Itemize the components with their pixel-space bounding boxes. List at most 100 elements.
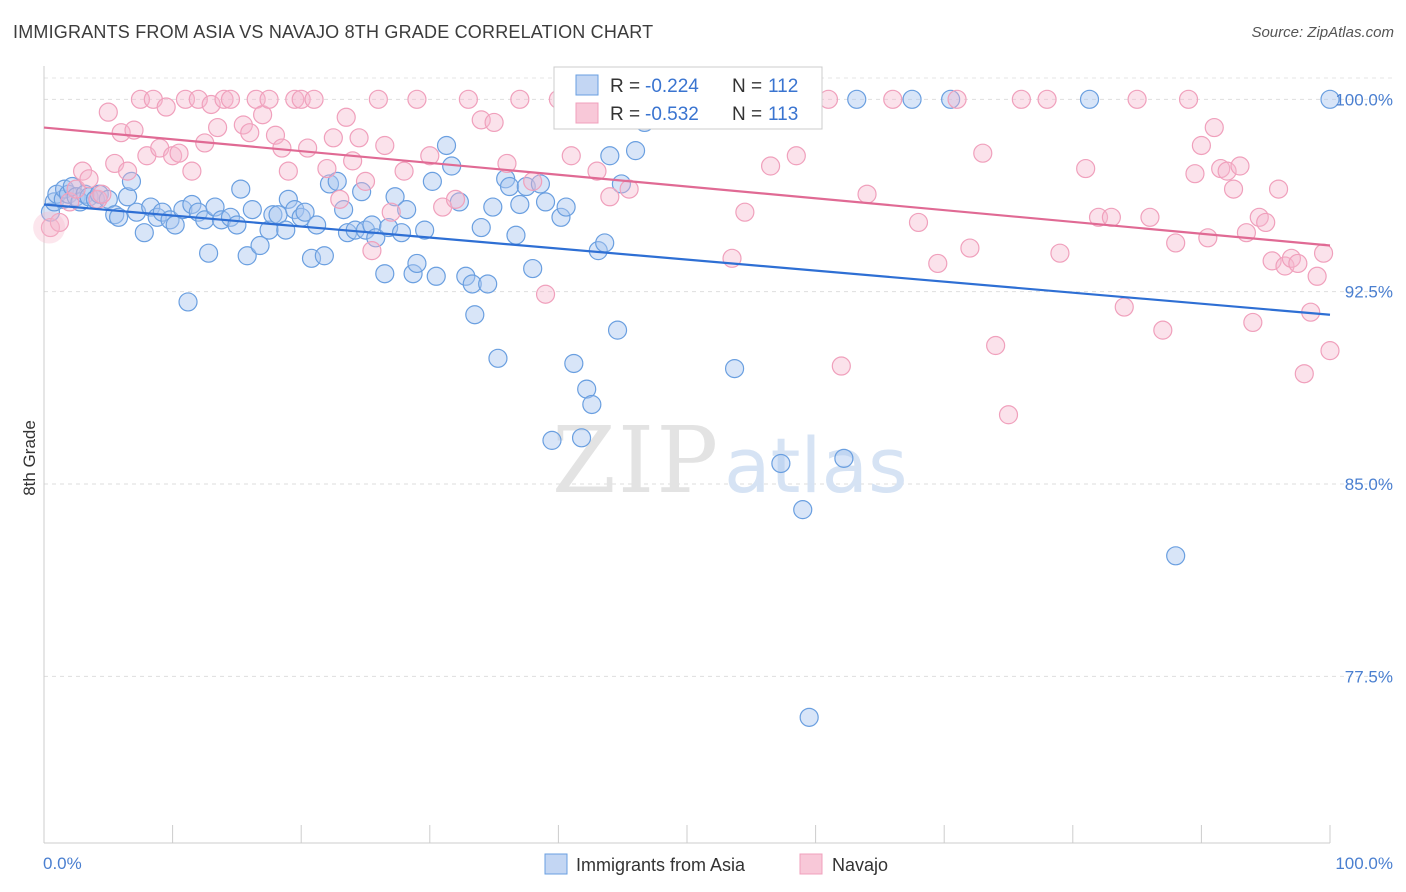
data-point-asia (902, 89, 922, 109)
data-point-asia (577, 379, 597, 399)
data-point-navajo (1223, 179, 1244, 199)
data-point-navajo (49, 212, 70, 233)
data-point-asia (199, 243, 219, 263)
data-point-asia (121, 171, 142, 191)
data-point-asia (178, 292, 198, 312)
stats-n-value-asia: 112 (768, 76, 798, 97)
data-point-asia (793, 500, 813, 520)
data-point-asia (278, 189, 298, 209)
data-point-asia (307, 215, 327, 235)
data-point-navajo (497, 153, 517, 174)
watermark-atlas: atlas (724, 421, 908, 510)
data-point-navajo (298, 138, 318, 158)
data-point-navajo (375, 135, 395, 156)
data-point-asia (625, 141, 646, 161)
data-point-asia (456, 266, 476, 286)
y-tick-label: 92.5% (1345, 283, 1393, 302)
data-point-asia (237, 246, 257, 266)
data-point-navajo (973, 143, 993, 163)
chart-title: IMMIGRANTS FROM ASIA VS NAVAJO 8TH GRADE… (13, 22, 654, 42)
data-point-asia (582, 394, 602, 415)
data-point-navajo (831, 356, 851, 376)
data-point-navajo (1127, 89, 1147, 109)
data-point-navajo (1101, 207, 1121, 227)
data-point-asia (571, 428, 592, 448)
stats-r-value-navajo: -0.532 (645, 104, 699, 125)
data-point-asia (488, 348, 508, 368)
legend-swatch-asia (544, 853, 568, 875)
data-point-asia (516, 176, 536, 197)
data-point-asia (314, 246, 334, 266)
data-point-asia (471, 217, 491, 238)
data-point-asia (231, 179, 251, 199)
data-point-navajo (407, 89, 427, 109)
data-point-navajo (214, 89, 234, 109)
data-point-asia (542, 430, 562, 450)
data-point-asia (595, 233, 615, 253)
stats-r-label-asia: R = (610, 76, 640, 97)
y-tick-label: 77.5% (1345, 667, 1393, 686)
data-point-navajo (1288, 253, 1308, 274)
data-point-navajo (233, 115, 253, 135)
stats-n-label-asia: N = (732, 76, 762, 97)
data-point-navajo (1011, 89, 1031, 109)
data-point-asia (799, 707, 819, 727)
stats-swatch-navajo (575, 102, 599, 124)
trend-line-asia (43, 203, 1331, 316)
data-point-asia (436, 135, 457, 156)
data-point-navajo (169, 143, 189, 163)
data-point-asia (564, 353, 584, 374)
data-point-asia (483, 197, 503, 217)
data-point-asia (465, 305, 485, 325)
data-point-navajo (908, 212, 929, 233)
data-point-navajo (960, 238, 980, 258)
data-point-asia (607, 320, 628, 340)
data-point-asia (134, 223, 154, 243)
y-tick-label: 85.0% (1345, 475, 1393, 494)
data-point-asia (259, 220, 279, 240)
data-point-asia (362, 215, 382, 235)
data-point-asia (117, 187, 138, 207)
data-point-asia (771, 453, 791, 474)
data-point-navajo (72, 161, 93, 181)
data-point-navajo (201, 94, 221, 115)
data-point-navajo (1050, 243, 1070, 263)
data-point-asia (535, 192, 556, 212)
data-point-navajo (330, 189, 350, 209)
data-point-navajo (117, 161, 138, 181)
data-point-navajo (1198, 228, 1218, 248)
data-point-asia (523, 258, 543, 279)
y-axis-label: 8th Grade (20, 420, 39, 496)
data-point-navajo (883, 89, 903, 109)
data-point-navajo (445, 189, 466, 209)
data-point-navajo (259, 89, 279, 109)
data-point-navajo (420, 146, 440, 166)
data-point-navajo (735, 202, 755, 222)
data-point-navajo (1262, 251, 1282, 271)
data-point-navajo (1243, 312, 1263, 333)
data-point-asia (54, 179, 75, 199)
stats-n-value-navajo: 113 (768, 104, 798, 125)
data-point-asia (724, 358, 745, 379)
data-point-asia (319, 174, 340, 194)
data-point-navajo (1076, 158, 1096, 179)
x-tick-label-min: 0.0% (43, 854, 82, 873)
watermark: ZIP atlas (552, 407, 908, 514)
data-point-asia (379, 217, 399, 238)
data-point-navajo (92, 184, 112, 204)
data-point-navajo (381, 202, 401, 222)
data-point-asia (391, 223, 412, 243)
data-point-navajo (1178, 89, 1199, 109)
data-point-navajo (1307, 266, 1327, 286)
data-point-asia (108, 207, 129, 227)
stats-legend: R = -0.224 N = 112 R = -0.532 N = 113 (553, 66, 823, 130)
data-point-navajo (510, 89, 530, 109)
data-point-navajo (928, 253, 948, 274)
data-point-navajo (986, 335, 1006, 356)
data-point-asia (242, 200, 262, 220)
data-point-asia (556, 197, 576, 217)
data-point-navajo (1166, 233, 1186, 253)
data-point-asia (397, 200, 417, 220)
y-tick-label: 100.0% (1335, 90, 1393, 109)
